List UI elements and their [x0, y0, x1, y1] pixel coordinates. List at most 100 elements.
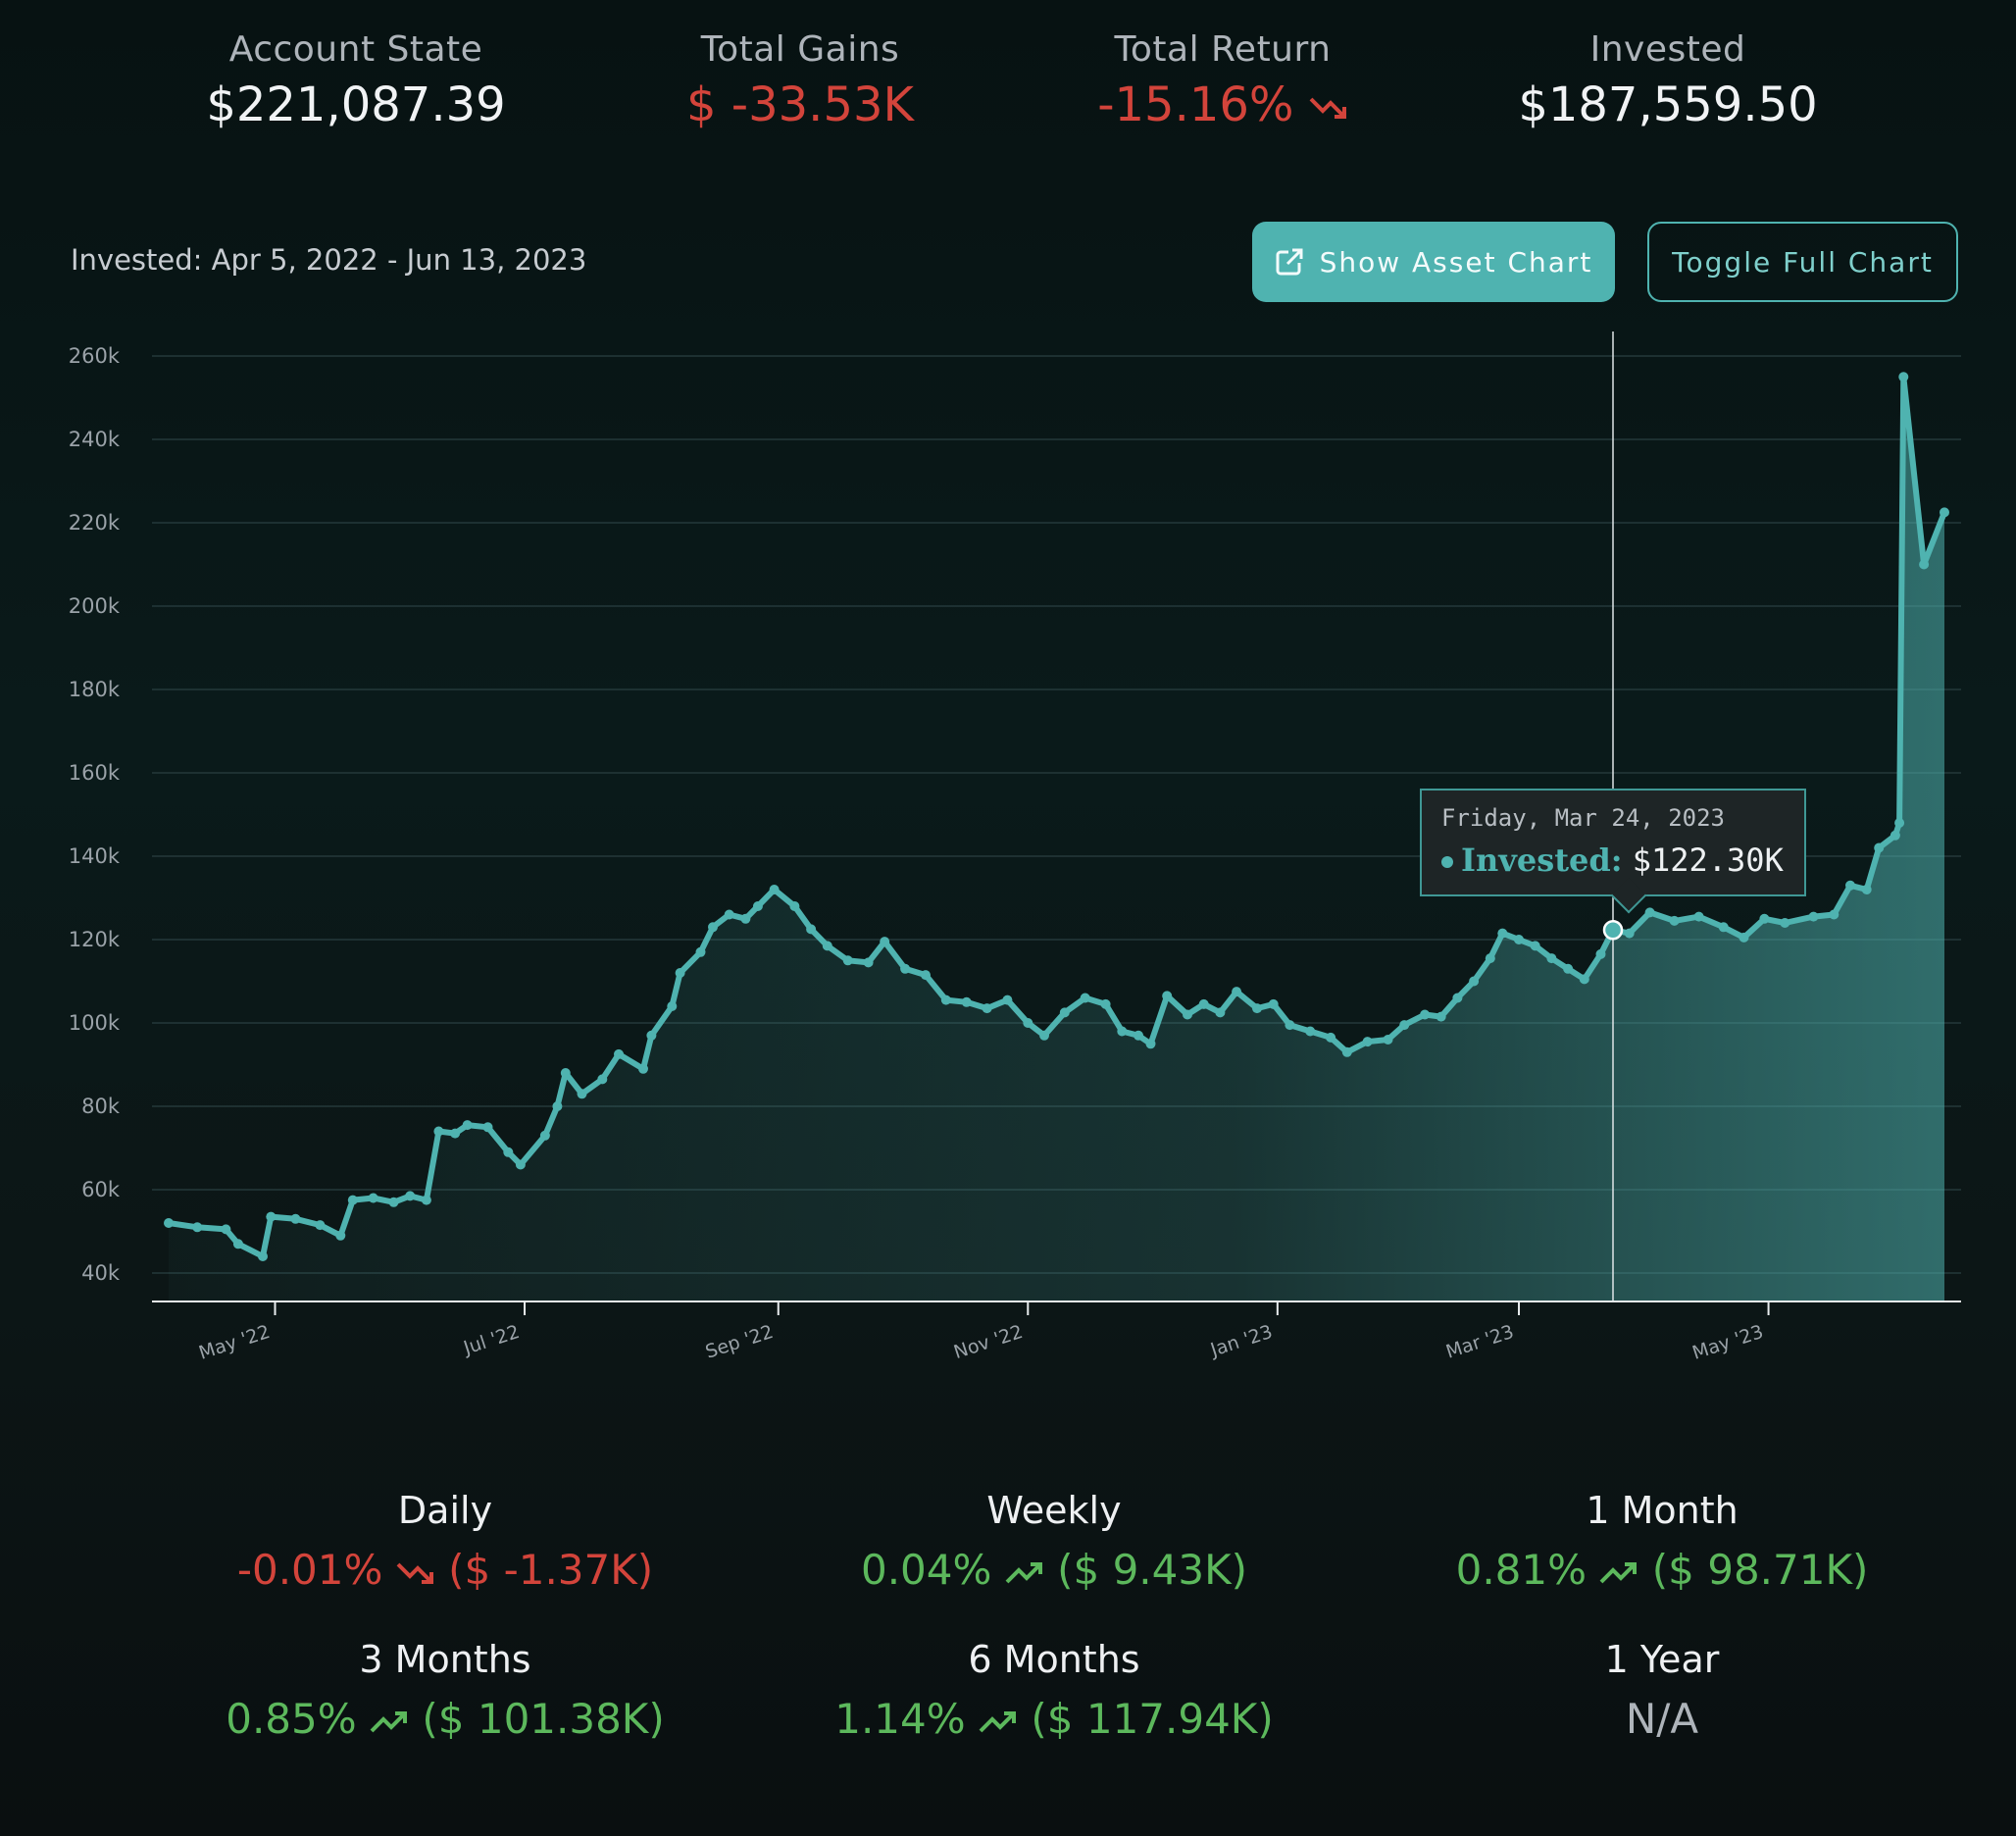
- data-point: [1452, 993, 1463, 1003]
- data-point: [1232, 987, 1242, 997]
- data-point: [1285, 1020, 1295, 1031]
- data-point: [675, 968, 685, 978]
- data-point: [1829, 909, 1840, 920]
- x-tick-label: Nov '22: [951, 1321, 1026, 1363]
- data-point: [1940, 507, 1949, 518]
- data-point: [1898, 372, 1909, 382]
- period-label: 1 Month: [1586, 1489, 1739, 1532]
- invested-chart[interactable]: 40k 60k 80k 100k 120k 140k 160k 180k 200k 220k 240…: [0, 324, 2016, 1422]
- total-return-value: -15.16%: [1097, 77, 1294, 132]
- y-tick-label: 60k: [81, 1178, 121, 1201]
- invested-range-label: Invested: Apr 5, 2022 - Jun 13, 2023: [71, 243, 587, 277]
- period-percent: 0.04%: [860, 1546, 992, 1594]
- invested-label: Invested: [1589, 29, 1746, 70]
- data-point: [450, 1128, 461, 1139]
- period-6-months: 6 Months 1.14% ($ 117.94K): [780, 1638, 1329, 1743]
- data-point: [1117, 1026, 1128, 1037]
- data-point: [1669, 915, 1680, 926]
- total-gains-value: $ -33.53K: [685, 77, 914, 132]
- period-value-row: 0.04% ($ 9.43K): [780, 1546, 1329, 1594]
- period-value-row: N/A: [1387, 1695, 1937, 1743]
- period-percent: -0.01%: [236, 1546, 383, 1594]
- data-point: [232, 1239, 243, 1250]
- account-state-stat: Account State $221,087.39: [140, 29, 572, 132]
- data-point: [1215, 1007, 1226, 1018]
- data-point: [1399, 1020, 1410, 1031]
- data-point: [1362, 1037, 1373, 1047]
- period-percent: 0.81%: [1455, 1546, 1588, 1594]
- data-point: [1739, 932, 1749, 943]
- data-point: [1023, 1018, 1033, 1028]
- data-point: [940, 994, 951, 1005]
- period-value-row: 0.81% ($ 98.71K): [1387, 1546, 1937, 1594]
- data-point: [552, 1101, 563, 1111]
- period-label: 6 Months: [968, 1638, 1140, 1681]
- data-point: [482, 1122, 493, 1133]
- data-point: [1644, 907, 1655, 918]
- data-point: [1100, 998, 1111, 1009]
- data-point: [1002, 994, 1013, 1005]
- period-1-month: 1 Month 0.81% ($ 98.71K): [1387, 1489, 1937, 1594]
- series-dot-icon: [1441, 856, 1453, 868]
- period-amount: ($ 117.94K): [1031, 1695, 1274, 1743]
- data-point: [806, 924, 817, 935]
- data-point: [740, 913, 751, 924]
- data-point: [1198, 998, 1209, 1009]
- total-gains-stat: Total Gains $ -33.53K: [584, 29, 1016, 132]
- y-tick-label: 180k: [69, 678, 121, 701]
- data-point: [221, 1224, 231, 1235]
- data-point: [192, 1222, 203, 1233]
- data-point: [1624, 928, 1635, 939]
- period-1-year: 1 Year N/A: [1387, 1638, 1937, 1743]
- data-point: [1759, 913, 1770, 924]
- data-point: [880, 937, 890, 947]
- trending-down-icon: [1309, 97, 1346, 119]
- chart-tooltip: Friday, Mar 24, 2023 Invested: $122.30K: [1420, 789, 1806, 914]
- data-point: [1326, 1032, 1336, 1043]
- data-point: [900, 963, 911, 974]
- data-point: [1546, 953, 1557, 964]
- period-label: 3 Months: [359, 1638, 531, 1681]
- account-state-value: $221,087.39: [206, 77, 506, 132]
- data-point: [1268, 998, 1279, 1009]
- data-point: [258, 1251, 268, 1261]
- data-point: [638, 1063, 648, 1074]
- data-point: [1497, 928, 1508, 939]
- period-percent: 0.85%: [226, 1695, 357, 1743]
- period-value-row: -0.01% ($ -1.37K): [171, 1546, 720, 1594]
- data-point: [388, 1197, 399, 1207]
- period-amount: ($ -1.37K): [448, 1546, 654, 1594]
- data-point: [1845, 880, 1855, 891]
- invested-area: [169, 377, 1944, 1301]
- data-point: [724, 909, 734, 920]
- data-point: [708, 922, 718, 933]
- data-point: [1134, 1030, 1143, 1041]
- period-value-row: 1.14% ($ 117.94K): [780, 1695, 1329, 1743]
- data-point: [789, 901, 800, 911]
- period-percent: 1.14%: [834, 1695, 966, 1743]
- period-label: Weekly: [986, 1489, 1122, 1532]
- data-point: [646, 1030, 657, 1041]
- data-point: [1595, 948, 1606, 959]
- period-percent: N/A: [1625, 1695, 1699, 1743]
- data-point: [1183, 1009, 1192, 1020]
- data-point: [667, 1001, 678, 1011]
- trending-down-icon: [396, 1562, 433, 1584]
- data-point: [515, 1159, 526, 1170]
- period-3-months: 3 Months 0.85% ($ 101.38K): [171, 1638, 720, 1743]
- y-tick-label: 140k: [69, 844, 121, 868]
- data-point: [577, 1089, 587, 1099]
- toggle-full-chart-button[interactable]: Toggle Full Chart: [1647, 222, 1958, 302]
- summary-stats: Account State $221,087.39 Total Gains $ …: [0, 29, 2016, 157]
- data-point: [1305, 1026, 1316, 1037]
- data-point: [1383, 1035, 1393, 1045]
- show-asset-chart-button[interactable]: Show Asset Chart: [1252, 222, 1615, 302]
- data-point: [335, 1230, 346, 1241]
- data-point: [1874, 842, 1885, 853]
- y-tick-label: 160k: [69, 761, 121, 785]
- period-amount: ($ 9.43K): [1057, 1546, 1248, 1594]
- data-point: [1162, 991, 1173, 1001]
- y-tick-label: 220k: [69, 511, 121, 535]
- y-tick-label: 200k: [69, 594, 121, 618]
- trending-up-icon: [370, 1710, 408, 1732]
